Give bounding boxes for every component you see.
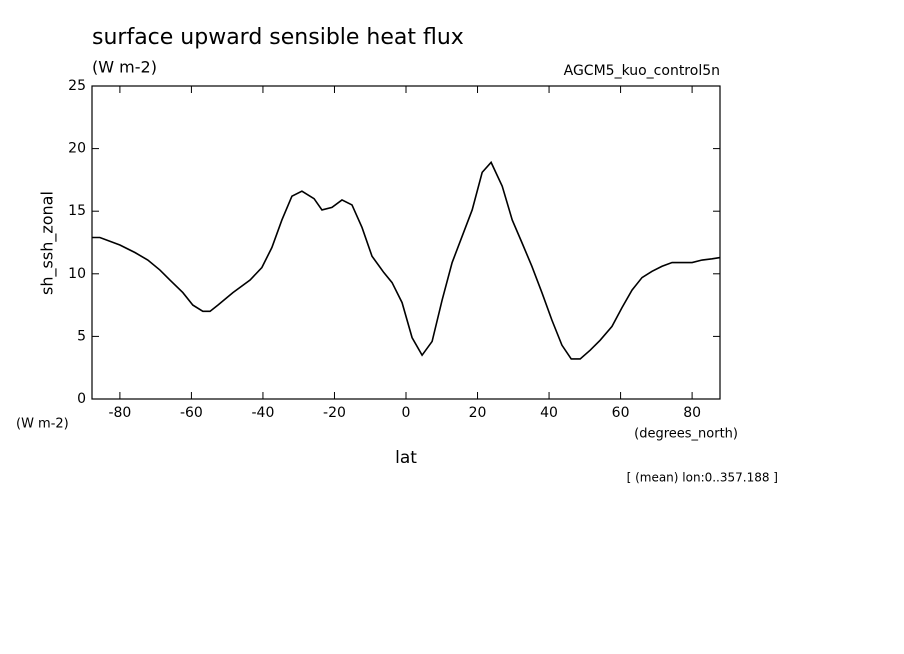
x-tick-label: 60 [612, 405, 630, 421]
y-tick-label: 5 [77, 328, 86, 344]
y-tick-label: 20 [68, 141, 86, 157]
x-tick-label: -80 [108, 405, 131, 421]
x-tick-label: -40 [252, 405, 275, 421]
y-tick-label: 15 [68, 203, 86, 219]
x-axis-label: lat [395, 448, 417, 468]
x-tick-label: -20 [323, 405, 346, 421]
y-unit-label: (W m-2) [16, 417, 69, 432]
plot-frame [91, 85, 721, 400]
y-tick-label: 10 [68, 266, 86, 282]
model-label: AGCM5_kuo_control5n [564, 63, 720, 79]
note: [ (mean) lon:0..357.188 ] [627, 471, 778, 485]
y-axis-label: sh_ssh_zonal [38, 191, 58, 295]
x-tick-label: 20 [469, 405, 487, 421]
x-unit-label: (degrees_north) [634, 427, 738, 442]
x-tick-label: 40 [540, 405, 558, 421]
x-tick-label: 0 [402, 405, 411, 421]
y-tick-label: 0 [77, 391, 86, 407]
x-tick-label: 80 [683, 405, 701, 421]
chart-subtitle: (W m-2) [92, 58, 157, 77]
chart-title: surface upward sensible heat flux [92, 25, 464, 50]
y-tick-label: 25 [68, 78, 86, 94]
data-line [92, 160, 721, 360]
x-tick-label: -60 [180, 405, 203, 421]
